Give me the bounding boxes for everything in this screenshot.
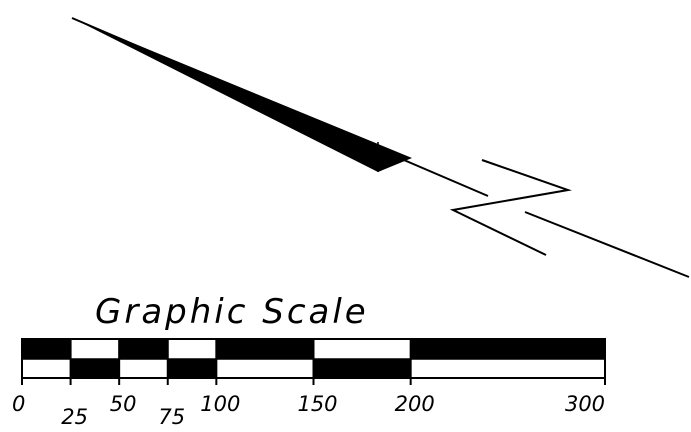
graphic-scale-bar: 0 25 50 75 100 150 200 300	[12, 338, 606, 429]
scale-label-0: 0	[12, 392, 25, 416]
scale-label-25: 25	[61, 405, 88, 429]
scale-segment-bottom-2	[313, 359, 411, 378]
scale-label-100: 100	[200, 392, 240, 416]
scale-segment-top-2	[216, 339, 314, 359]
scale-label-150: 150	[297, 392, 337, 416]
scale-segment-bottom-1	[167, 359, 217, 378]
scale-label-300: 300	[565, 392, 605, 416]
scale-title: Graphic Scale	[95, 292, 369, 332]
scale-label-75: 75	[158, 405, 185, 429]
scale-segment-top-0	[22, 339, 71, 359]
scale-segment-top-3	[410, 339, 605, 359]
scale-label-50: 50	[110, 392, 137, 416]
scale-label-200: 200	[395, 392, 435, 416]
north-arrow-symbol	[71, 17, 489, 197]
scale-segment-top-1	[119, 339, 168, 359]
scale-segment-bottom-0	[70, 359, 120, 378]
break-line-symbol	[449, 159, 690, 278]
